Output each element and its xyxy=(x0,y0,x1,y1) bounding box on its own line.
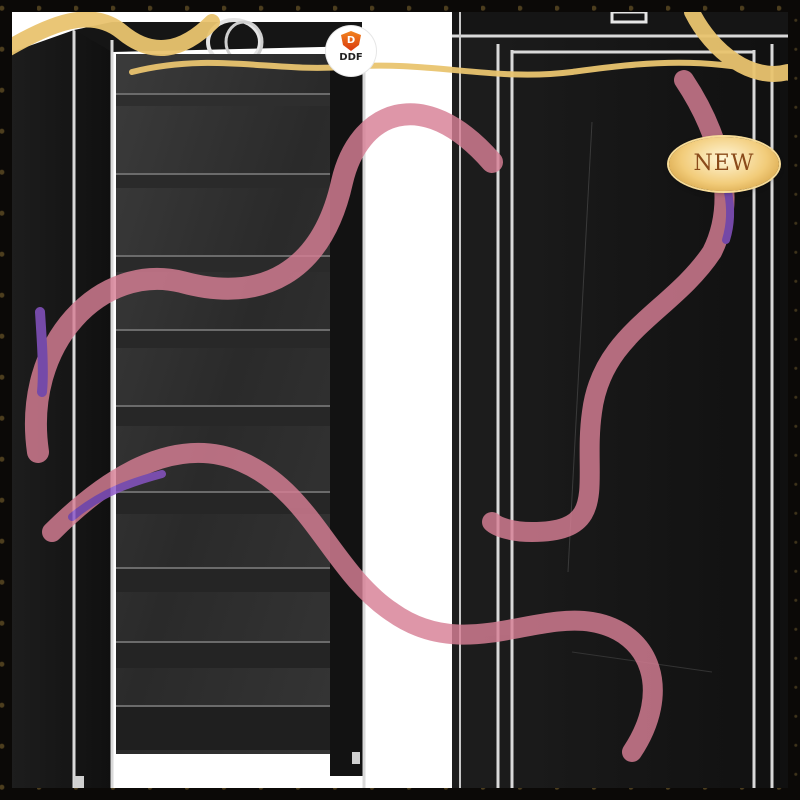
product-photo: D DDF NEW xyxy=(12,12,788,788)
brand-logo: D DDF xyxy=(326,26,376,76)
shield-icon: D xyxy=(341,31,361,51)
open-shoe-rack xyxy=(12,18,366,788)
new-badge: NEW xyxy=(669,137,779,191)
brand-logo-text: DDF xyxy=(339,52,363,63)
shelf xyxy=(116,706,330,750)
shoe-rack-illustration xyxy=(12,12,788,788)
white-background xyxy=(364,12,452,788)
shelf xyxy=(116,406,330,426)
shelf xyxy=(116,642,330,668)
shelf xyxy=(116,256,330,272)
right-side-panel xyxy=(330,46,364,776)
top-cover xyxy=(452,12,788,36)
shelf xyxy=(116,330,330,348)
closed-covered-rack xyxy=(452,12,788,788)
rack-foot xyxy=(74,776,84,788)
top-strap-loop xyxy=(610,12,648,24)
rack-foot xyxy=(352,752,360,764)
shelf xyxy=(116,94,330,106)
shelf xyxy=(116,492,330,514)
shelf xyxy=(116,174,330,188)
side-cover-panel xyxy=(12,30,112,788)
front-cover xyxy=(452,12,788,788)
shelf xyxy=(116,568,330,592)
